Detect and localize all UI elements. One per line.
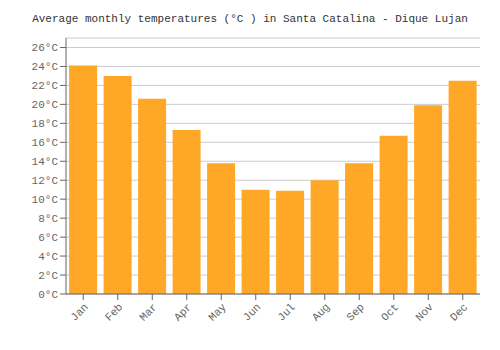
svg-text:2°C: 2°C: [38, 270, 58, 282]
svg-text:Aug: Aug: [310, 301, 332, 323]
svg-text:8°C: 8°C: [38, 213, 58, 225]
svg-text:12°C: 12°C: [32, 175, 59, 187]
svg-text:0°C: 0°C: [38, 289, 58, 301]
html-text:Average monthly temperatures (: Average monthly temperatures (°C ) in Sa…: [32, 13, 468, 25]
svg-text:26°C: 26°C: [32, 42, 59, 54]
svg-text:Jul: Jul: [275, 301, 297, 323]
svg-text:Apr: Apr: [172, 301, 194, 323]
svg-text:16°C: 16°C: [32, 137, 59, 149]
svg-text:Nov: Nov: [413, 301, 436, 324]
svg-text:24°C: 24°C: [32, 61, 59, 73]
svg-text:18°C: 18°C: [32, 118, 59, 130]
svg-text:Feb: Feb: [103, 301, 125, 323]
svg-text:6°C: 6°C: [38, 232, 58, 244]
svg-text:Jun: Jun: [241, 301, 263, 323]
svg-text:4°C: 4°C: [38, 251, 58, 263]
svg-text:20°C: 20°C: [32, 99, 59, 111]
svg-text:10°C: 10°C: [32, 194, 59, 206]
svg-text:Sep: Sep: [344, 301, 366, 323]
svg-text:Oct: Oct: [379, 301, 401, 323]
svg-text:Dec: Dec: [448, 301, 470, 323]
svg-text:14°C: 14°C: [32, 156, 59, 168]
svg-text:22°C: 22°C: [32, 80, 59, 92]
svg-text:Jan: Jan: [68, 301, 90, 323]
svg-text:May: May: [206, 301, 229, 324]
svg-text:Mar: Mar: [137, 301, 159, 323]
